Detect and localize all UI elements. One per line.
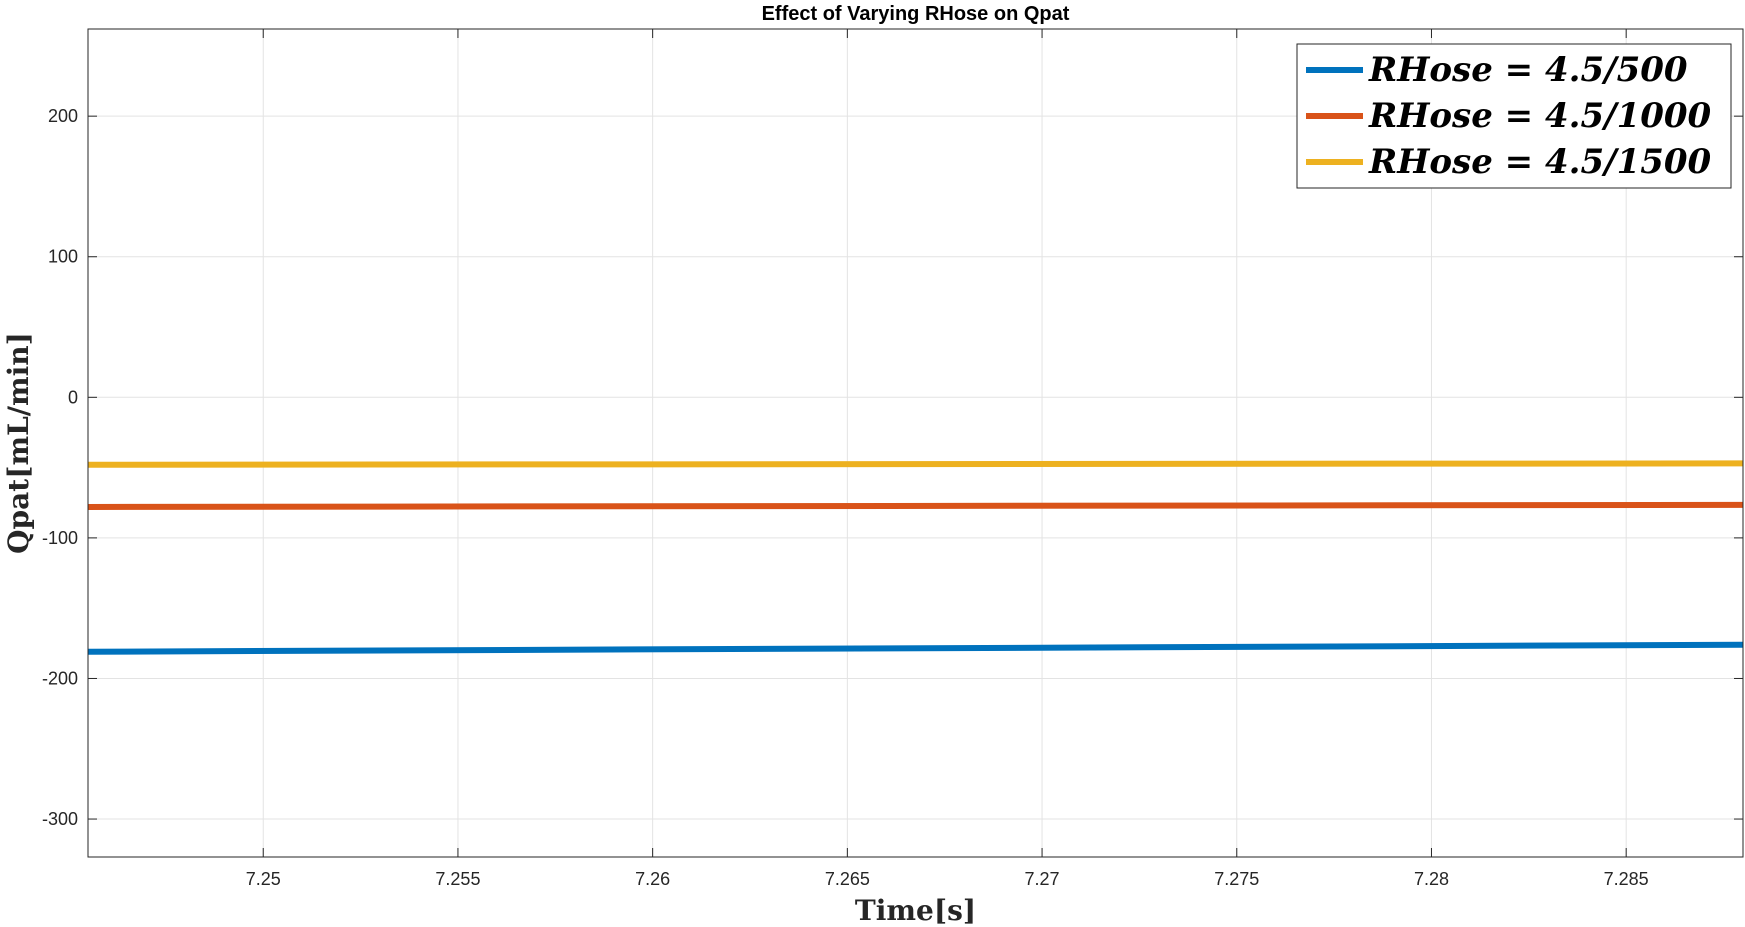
x-tick-label: 7.255 (435, 869, 480, 889)
x-axis-label: Time[s] (855, 894, 976, 927)
x-tick-label: 7.28 (1414, 869, 1449, 889)
legend-entry: RHose = 4.5/500 (1368, 50, 1688, 90)
axis-ticks: 7.25 7.255 7.26 7.265 7.27 7.275 7.28 7.285 -300… (42, 29, 1743, 889)
x-tick-label: 7.27 (1025, 869, 1060, 889)
legend: RHose = 4.5/500 RHose = 4.5/1000 RHose = 4… (1296, 43, 1732, 189)
legend-box (1296, 43, 1732, 189)
plot-frame (87, 28, 1744, 858)
y-tick-label: 100 (48, 247, 78, 267)
legend-entry: RHose = 4.5/1000 (1368, 96, 1712, 136)
y-tick-label: -300 (42, 809, 78, 829)
series-line (87, 501, 1744, 510)
x-tick-label: 7.265 (825, 869, 870, 889)
x-tick-label: 7.285 (1604, 869, 1649, 889)
chart-title: Effect of Varying RHose on Qpat (762, 3, 1070, 25)
series-line (87, 460, 1744, 468)
series-line (87, 641, 1744, 655)
y-tick-label: -200 (42, 668, 78, 688)
y-axis-label: Qpat[mL/min] (2, 332, 35, 554)
y-tick-label: 200 (48, 106, 78, 126)
y-tick-label: -100 (42, 528, 78, 548)
legend-entry: RHose = 4.5/1500 (1368, 142, 1712, 182)
x-tick-label: 7.26 (635, 869, 670, 889)
y-tick-label: 0 (68, 387, 78, 407)
x-tick-label: 7.25 (246, 869, 281, 889)
grid (88, 29, 1743, 857)
x-tick-label: 7.275 (1214, 869, 1259, 889)
series-lines (87, 460, 1744, 655)
